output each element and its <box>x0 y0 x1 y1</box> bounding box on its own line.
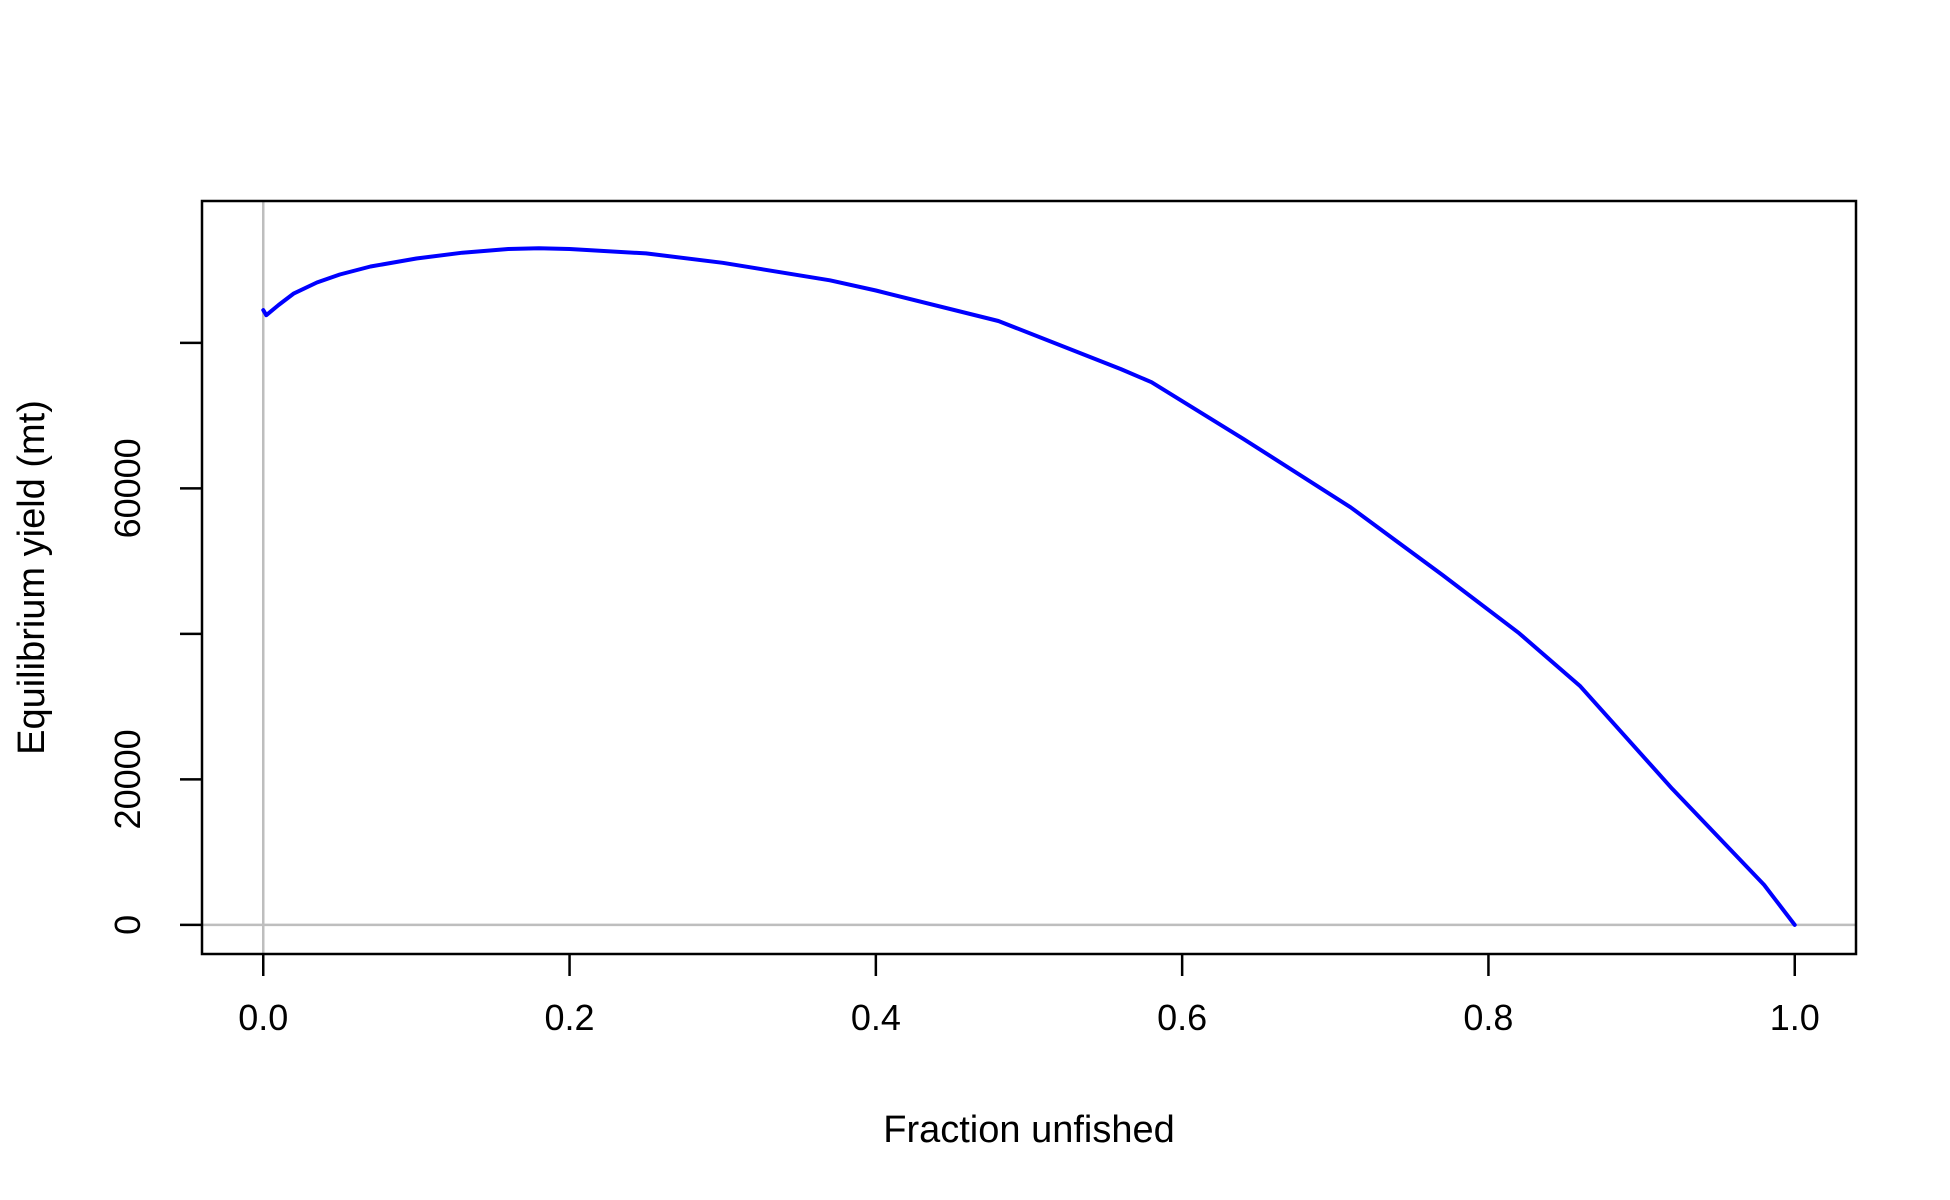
x-axis-title: Fraction unfished <box>883 1109 1175 1151</box>
y-tick-label: 20000 <box>107 729 148 829</box>
x-tick-label: 0.4 <box>851 997 901 1038</box>
plot-frame <box>200 199 1858 956</box>
x-tick-label: 0.2 <box>545 997 595 1038</box>
y-axis: 0 20000 60000 <box>107 341 202 935</box>
y-tick-label: 60000 <box>107 438 148 538</box>
x-tick-label: 1.0 <box>1770 997 1820 1038</box>
x-tick-label: 0.6 <box>1157 997 1207 1038</box>
y-tick-label: 0 <box>107 915 148 935</box>
x-axis: 0.0 0.2 0.4 0.6 0.8 1.0 <box>238 954 1820 1038</box>
x-tick-label: 0.0 <box>238 997 288 1038</box>
yield-curve-line <box>261 246 1797 927</box>
y-axis-title: Equilibrium yield (mt) <box>11 400 53 755</box>
x-tick-label: 0.8 <box>1463 997 1513 1038</box>
